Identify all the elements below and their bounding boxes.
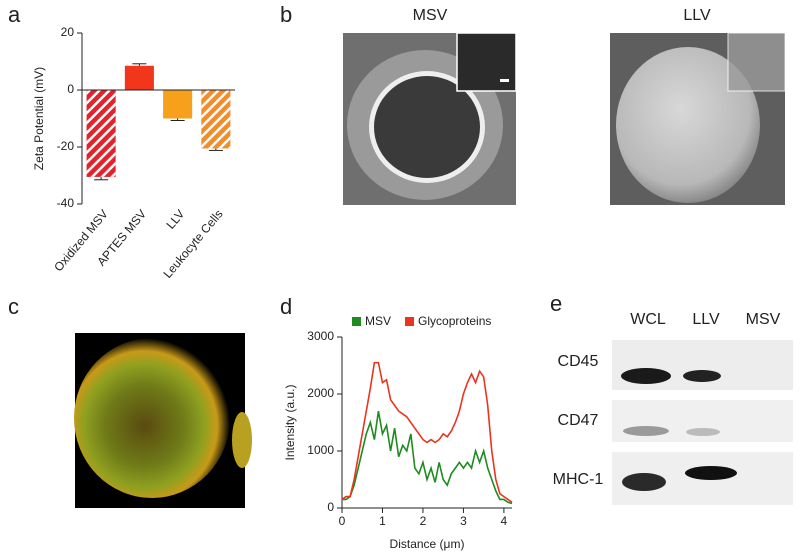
legend-swatch — [405, 317, 415, 326]
panel-label: d — [280, 294, 292, 319]
y-tick-label: 0 — [327, 500, 334, 514]
y-tick-label: 2000 — [307, 386, 334, 400]
panel-label: b — [280, 2, 292, 27]
x-tick-label: 2 — [420, 514, 427, 528]
blot-band — [623, 426, 669, 436]
y-tick-label: 0 — [67, 82, 74, 96]
panel-label: a — [8, 2, 21, 27]
sem-inset — [456, 32, 517, 92]
y-tick-label: -20 — [57, 139, 75, 153]
panel-label: c — [8, 294, 19, 319]
blot-row: CD45 — [558, 353, 599, 370]
leukocyte-vesicle — [616, 47, 760, 203]
blot-band — [622, 473, 666, 491]
sem-inset — [727, 32, 786, 92]
blot-row: MHC-1 — [553, 471, 604, 488]
fluorescent-cell — [74, 338, 230, 498]
blot-band — [686, 428, 720, 436]
x-tick-label: 0 — [339, 514, 346, 528]
hatch-overlay — [86, 90, 116, 177]
x-tick-label: 4 — [501, 514, 508, 528]
data-line — [342, 410, 513, 505]
panel-label: e — [550, 291, 562, 316]
blot-column: LLV — [692, 311, 720, 328]
blot-row: CD47 — [558, 412, 599, 429]
legend-swatch — [352, 317, 361, 326]
blot-band — [683, 370, 721, 382]
hatch-overlay — [201, 90, 231, 149]
x-axis-label: Distance (μm) — [390, 537, 465, 551]
image-title: MSV — [413, 7, 448, 24]
blot-band — [621, 368, 671, 384]
y-tick-label: 3000 — [307, 329, 334, 343]
y-axis-label: Zeta Potential (mV) — [32, 67, 46, 170]
x-tick-label: 3 — [460, 514, 467, 528]
y-tick-label: 1000 — [307, 443, 334, 457]
legend-label: MSV — [365, 314, 391, 328]
y-axis-label: Intensity (a.u.) — [283, 384, 297, 460]
fluorescent-cell — [232, 412, 252, 468]
image-title: LLV — [683, 7, 711, 24]
y-tick-label: 20 — [61, 25, 75, 39]
blot-column: WCL — [630, 311, 666, 328]
blot-band — [685, 466, 737, 480]
bar — [124, 65, 154, 90]
scale-bar — [500, 79, 509, 82]
x-tick-label: LLV — [163, 207, 187, 232]
y-tick-label: -40 — [57, 196, 75, 210]
blot-column: MSV — [746, 311, 781, 328]
data-line — [341, 361, 513, 503]
legend-label: Glycoproteins — [418, 314, 491, 328]
porous-disk — [374, 76, 480, 178]
bar — [163, 90, 193, 119]
x-tick-label: 1 — [379, 514, 386, 528]
